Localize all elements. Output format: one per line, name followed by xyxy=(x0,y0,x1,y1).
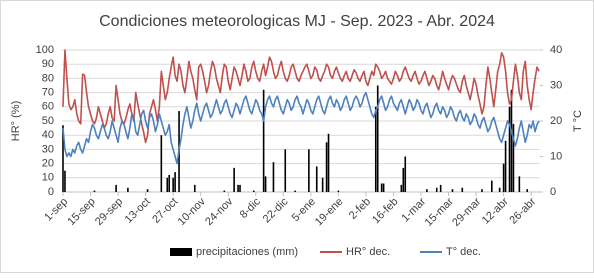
y-tick-label: 20 xyxy=(42,158,54,170)
y-tick-label: 90 xyxy=(42,58,54,70)
bar xyxy=(376,85,379,192)
bar xyxy=(160,135,163,192)
legend-label: T° dec. xyxy=(446,246,481,258)
bar xyxy=(315,166,318,192)
y-axis-title: HR° (%) xyxy=(10,101,22,141)
bar xyxy=(193,184,196,192)
bar xyxy=(174,172,176,192)
bar xyxy=(400,184,403,192)
bar xyxy=(512,123,515,192)
y2-tick-label: 20 xyxy=(550,115,562,127)
bar xyxy=(508,106,511,192)
bar xyxy=(526,189,529,192)
y-tick-label: 70 xyxy=(42,87,54,99)
bar xyxy=(402,167,405,192)
y-tick-label: 10 xyxy=(42,172,54,184)
bar xyxy=(223,190,226,192)
y-tick-label: 100 xyxy=(36,44,54,56)
bar xyxy=(294,190,296,192)
bar xyxy=(93,190,96,192)
bar xyxy=(491,180,493,192)
y-tick-label: 0 xyxy=(48,186,54,198)
bar xyxy=(233,167,235,192)
bar xyxy=(172,177,174,192)
bar xyxy=(518,176,521,192)
bar xyxy=(272,162,275,192)
bar xyxy=(451,189,454,192)
legend-label: HR° dec. xyxy=(346,246,390,258)
legend-label: precipitaciones (mm) xyxy=(196,246,298,258)
y2-axis-title: T °C xyxy=(572,110,584,132)
bar xyxy=(168,174,171,192)
y-tick-label: 80 xyxy=(42,72,54,84)
bar xyxy=(284,149,287,192)
y-tick-label: 50 xyxy=(42,115,54,127)
bar xyxy=(439,184,442,192)
bar xyxy=(64,170,66,192)
y2-tick-label: 10 xyxy=(550,150,562,162)
bar xyxy=(237,184,239,192)
legend-swatch xyxy=(170,248,192,256)
bar xyxy=(504,140,507,192)
line xyxy=(62,49,540,144)
bar xyxy=(115,184,117,192)
bar xyxy=(127,187,129,192)
chart-title: Condiciones meteorologicas MJ - Sep. 202… xyxy=(99,13,495,30)
bar xyxy=(481,189,483,192)
y2-tick-label: 40 xyxy=(550,44,562,56)
y-tick-label: 40 xyxy=(42,129,54,141)
bar xyxy=(404,156,407,192)
bar xyxy=(337,190,340,192)
bar xyxy=(62,125,64,192)
bar xyxy=(166,177,169,192)
bar xyxy=(380,183,383,192)
line xyxy=(62,91,540,165)
y2-tick-label: 0 xyxy=(550,186,556,198)
bar xyxy=(252,190,255,192)
bar xyxy=(327,133,330,192)
bar xyxy=(321,177,324,192)
bar xyxy=(325,142,328,192)
bar xyxy=(262,89,265,192)
bar xyxy=(374,106,377,192)
bar xyxy=(502,163,505,192)
bar xyxy=(435,187,438,192)
bar xyxy=(146,189,149,192)
bar xyxy=(498,187,501,192)
bar xyxy=(382,183,385,192)
bar xyxy=(264,176,267,192)
bar xyxy=(510,89,513,192)
bar xyxy=(308,149,310,192)
y-tick-label: 30 xyxy=(42,143,54,155)
y2-tick-label: 30 xyxy=(550,79,562,91)
bar xyxy=(426,189,428,192)
bar xyxy=(239,184,241,192)
y-tick-label: 60 xyxy=(42,101,54,113)
bar xyxy=(461,187,464,192)
